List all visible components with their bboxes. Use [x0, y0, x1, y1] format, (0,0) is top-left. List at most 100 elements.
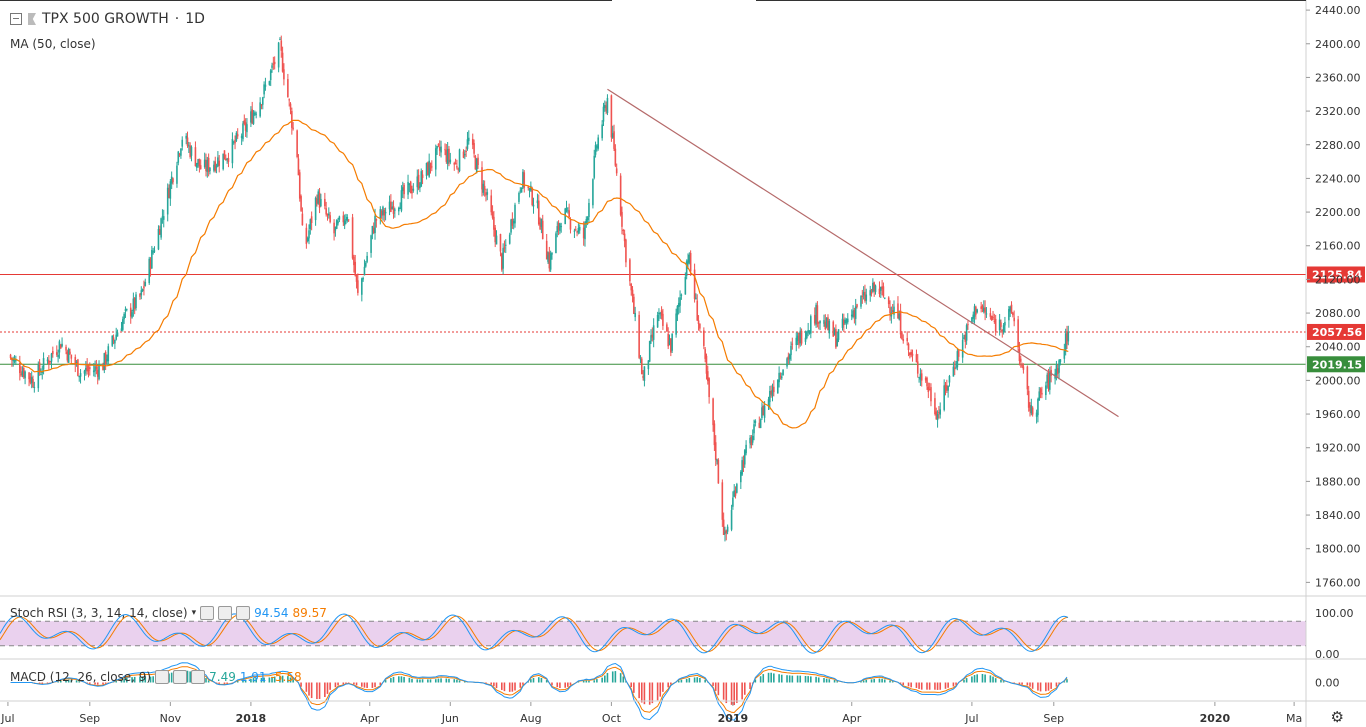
- candle-body: [235, 132, 238, 141]
- stoch-rsi-legend: Stoch RSI (3, 3, 14, 14, close) ▾ 94.54 …: [10, 606, 327, 620]
- y-tick-label: 2280.00: [1315, 139, 1361, 152]
- candle-body: [928, 388, 931, 390]
- macd-histogram-bar: [717, 682, 720, 696]
- x-tick-label: Nov: [160, 712, 182, 725]
- macd-histogram-bar: [316, 682, 318, 700]
- eye-icon[interactable]: [155, 670, 170, 684]
- candle-body: [994, 318, 997, 332]
- candle-body: [1000, 322, 1002, 328]
- candle-body: [856, 304, 858, 307]
- close-icon[interactable]: [236, 606, 251, 620]
- candle-body: [494, 227, 496, 243]
- macd-histogram-bar: [540, 677, 543, 683]
- macd-histogram-bar: [625, 681, 627, 683]
- candle-body: [946, 385, 948, 391]
- candle-body: [614, 148, 617, 166]
- macd-histogram-bar: [252, 678, 255, 683]
- candle-body: [918, 376, 920, 378]
- candle-body: [30, 377, 33, 384]
- candle-body: [707, 371, 709, 382]
- candle-body: [897, 303, 899, 319]
- stoch-rsi-pane[interactable]: 100.00 0.00: [0, 607, 1354, 661]
- x-tick-label: 2018: [236, 712, 267, 725]
- macd-histogram-bar: [989, 675, 992, 683]
- dropdown-icon[interactable]: ▾: [191, 608, 197, 618]
- collapse-icon[interactable]: [10, 13, 22, 25]
- ma-legend[interactable]: MA (50, close): [10, 37, 96, 51]
- candle-body: [708, 378, 710, 398]
- candle-body: [454, 163, 457, 165]
- macd-histogram-bar: [865, 679, 868, 683]
- macd-histogram-bar: [374, 682, 376, 688]
- macd-histogram-bar: [300, 682, 302, 687]
- candle-body: [458, 149, 461, 172]
- macd-histogram-bar: [743, 682, 746, 695]
- settings-gear-icon[interactable]: ⚙: [1330, 708, 1344, 726]
- candle-body: [151, 250, 153, 269]
- macd-histogram-bar: [741, 682, 743, 700]
- candle-body: [948, 376, 951, 383]
- candle-body: [203, 159, 206, 168]
- macd-histogram-bar: [1002, 681, 1005, 683]
- x-tick-label: Jun: [441, 712, 459, 725]
- candle-body: [162, 216, 165, 220]
- candle-body: [893, 306, 895, 315]
- macd-histogram-bar: [120, 680, 123, 683]
- macd-histogram-bar: [604, 675, 606, 683]
- candle-body: [909, 352, 911, 356]
- candle-body: [604, 105, 606, 109]
- macd-histogram-bar: [411, 678, 413, 683]
- candle-body: [20, 373, 22, 376]
- close-icon[interactable]: [191, 670, 206, 684]
- candle-body: [677, 302, 680, 307]
- candle-body: [103, 353, 106, 371]
- macd-histogram-bar: [453, 679, 456, 683]
- macd-histogram-bar: [392, 676, 395, 683]
- flag-icon[interactable]: [28, 13, 36, 25]
- macd-histogram-bar: [1026, 682, 1029, 686]
- macd-histogram-bar: [41, 682, 44, 684]
- candle-body: [490, 195, 493, 213]
- macd-histogram-bar: [585, 680, 588, 683]
- macd-histogram-bar: [244, 679, 247, 683]
- macd-histogram-bar: [955, 682, 957, 685]
- candle-body: [428, 160, 430, 177]
- price-pane[interactable]: 2125.84 2057.56 2019.15: [0, 35, 1365, 542]
- candle-body: [788, 354, 791, 360]
- macd-histogram-bar: [567, 682, 569, 687]
- macd-histogram-bar: [429, 679, 432, 683]
- candle-body: [899, 310, 902, 335]
- macd-histogram-bar: [448, 678, 450, 683]
- candle-body: [140, 290, 143, 296]
- candle-body: [520, 187, 523, 193]
- macd-label[interactable]: MACD (12, 26, close, 9): [10, 670, 152, 684]
- macd-histogram-bar: [952, 682, 955, 687]
- macd-histogram-bar: [168, 673, 170, 683]
- candle-body: [680, 294, 683, 296]
- candle-body: [329, 215, 331, 223]
- macd-histogram-bar: [104, 682, 107, 684]
- candle-body: [354, 261, 357, 276]
- candle-body: [611, 133, 614, 138]
- candle-body: [685, 261, 688, 276]
- candle-body: [157, 228, 160, 250]
- gear-icon[interactable]: [173, 670, 188, 684]
- candle-body: [790, 345, 792, 356]
- gear-icon[interactable]: [218, 606, 233, 620]
- candle-body: [471, 138, 474, 145]
- stoch-rsi-label[interactable]: Stoch RSI (3, 3, 14, 14, close): [10, 606, 188, 620]
- macd-histogram-bar: [640, 682, 643, 703]
- macd-histogram-bar: [149, 676, 152, 683]
- macd-histogram-bar: [670, 682, 672, 685]
- candle-body: [392, 206, 395, 214]
- y-tick-label: 2080.00: [1315, 307, 1361, 320]
- candle-body: [328, 213, 330, 216]
- macd-histogram-bar: [281, 675, 284, 683]
- candle-body: [234, 139, 236, 144]
- candle-body: [860, 296, 862, 307]
- candle-body: [975, 306, 977, 315]
- macd-histogram-bar: [688, 677, 691, 683]
- eye-icon[interactable]: [200, 606, 215, 620]
- candle-body: [176, 165, 178, 184]
